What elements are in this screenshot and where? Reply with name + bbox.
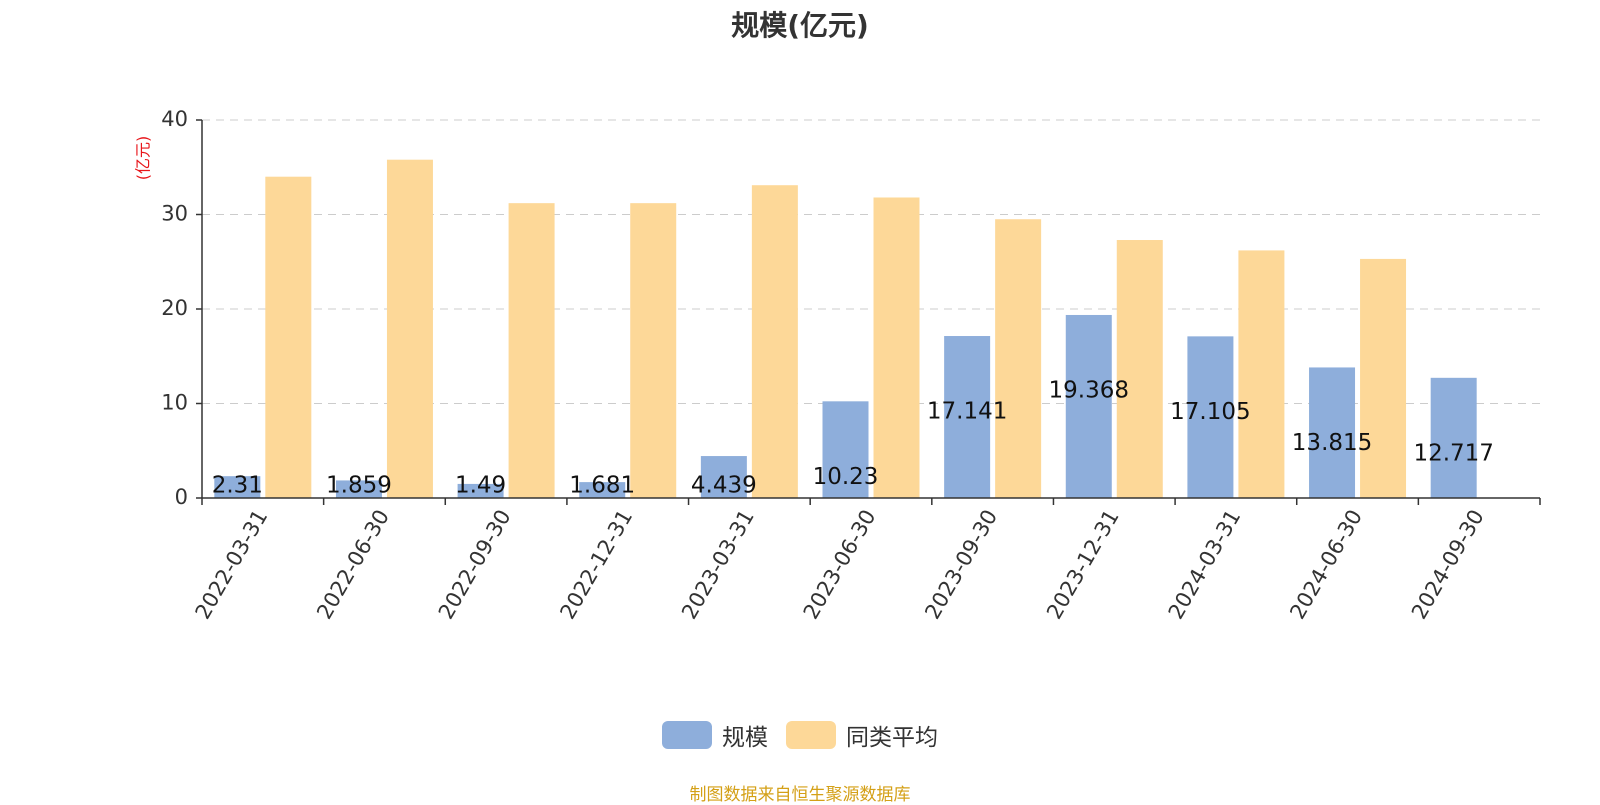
data-label-series-1: 10.23 xyxy=(813,464,879,490)
data-label-series-1: 13.815 xyxy=(1292,430,1372,456)
data-label-series-1: 17.141 xyxy=(927,399,1007,425)
x-tick-label: 2024-03-31 xyxy=(1164,506,1246,624)
legend-label-series-1: 规模 xyxy=(722,725,768,751)
bar-series-2 xyxy=(508,203,555,498)
bar-series-2 xyxy=(995,219,1042,498)
bar-series-1 xyxy=(1065,314,1112,498)
bars xyxy=(214,159,1477,499)
y-axis-unit-label: (亿元) xyxy=(134,136,153,181)
legend: 规模 同类平均 xyxy=(0,718,1600,752)
bar-series-2 xyxy=(630,203,677,498)
data-label-series-1: 1.49 xyxy=(455,473,506,499)
y-tick-label: 40 xyxy=(161,107,188,131)
data-label-series-1: 4.439 xyxy=(691,473,757,499)
x-tick-label: 2023-12-31 xyxy=(1042,506,1124,624)
legend-item-series-1[interactable]: 规模 xyxy=(662,718,768,752)
legend-label-series-2: 同类平均 xyxy=(846,725,938,751)
legend-swatch-series-1 xyxy=(662,721,712,749)
data-labels: 2.31 1.859 1.49 1.681 4.439 10.23 17.141 19.368… xyxy=(212,377,1494,498)
bar-series-2 xyxy=(1238,250,1285,498)
y-tick-label: 10 xyxy=(161,391,188,415)
data-label-series-1: 1.859 xyxy=(326,473,392,499)
data-label-series-1: 12.717 xyxy=(1413,440,1493,466)
bar-series-2 xyxy=(1360,258,1407,498)
x-tick-label: 2023-03-31 xyxy=(677,506,759,624)
x-tick-label: 2023-09-30 xyxy=(920,506,1002,624)
bar-series-2 xyxy=(1116,240,1163,498)
x-tick-label: 2022-09-30 xyxy=(434,506,516,624)
x-tick-label: 2022-06-30 xyxy=(312,506,394,624)
bar-series-1 xyxy=(944,336,991,498)
data-label-series-1: 1.681 xyxy=(569,473,635,499)
bar-series-1 xyxy=(1430,377,1477,498)
bar-series-1 xyxy=(457,483,504,498)
legend-swatch-series-2 xyxy=(786,721,836,749)
data-label-series-1: 19.368 xyxy=(1049,377,1129,403)
bar-series-2 xyxy=(265,176,312,498)
x-tick-label: 2022-12-31 xyxy=(555,506,637,624)
bar-series-1 xyxy=(822,401,869,498)
x-tick-label: 2024-06-30 xyxy=(1285,506,1367,624)
x-tick-label: 2024-09-30 xyxy=(1407,506,1489,624)
chart-title: 规模(亿元) xyxy=(731,9,869,42)
y-tick-label: 0 xyxy=(175,485,188,509)
x-tick-label: 2023-06-30 xyxy=(799,506,881,624)
bar-series-1 xyxy=(214,476,261,498)
data-label-series-1: 17.105 xyxy=(1170,399,1250,425)
data-label-series-1: 2.31 xyxy=(212,473,263,499)
bar-series-2 xyxy=(873,197,920,499)
bar-series-1 xyxy=(579,482,626,498)
x-tick-label: 2022-03-31 xyxy=(191,506,273,624)
bar-series-2 xyxy=(751,185,798,498)
bar-series-1 xyxy=(1309,367,1356,498)
y-tick-label: 20 xyxy=(161,296,188,320)
source-note: 制图数据来自恒生聚源数据库 xyxy=(689,785,911,805)
bar-series-1 xyxy=(700,456,747,498)
bar-series-1 xyxy=(335,480,382,498)
svg-text:(亿元): (亿元) xyxy=(134,136,153,181)
y-tick-label: 30 xyxy=(161,202,188,226)
bar-series-1 xyxy=(1187,336,1234,498)
legend-item-series-2[interactable]: 同类平均 xyxy=(786,718,938,752)
bar-series-2 xyxy=(386,159,433,498)
